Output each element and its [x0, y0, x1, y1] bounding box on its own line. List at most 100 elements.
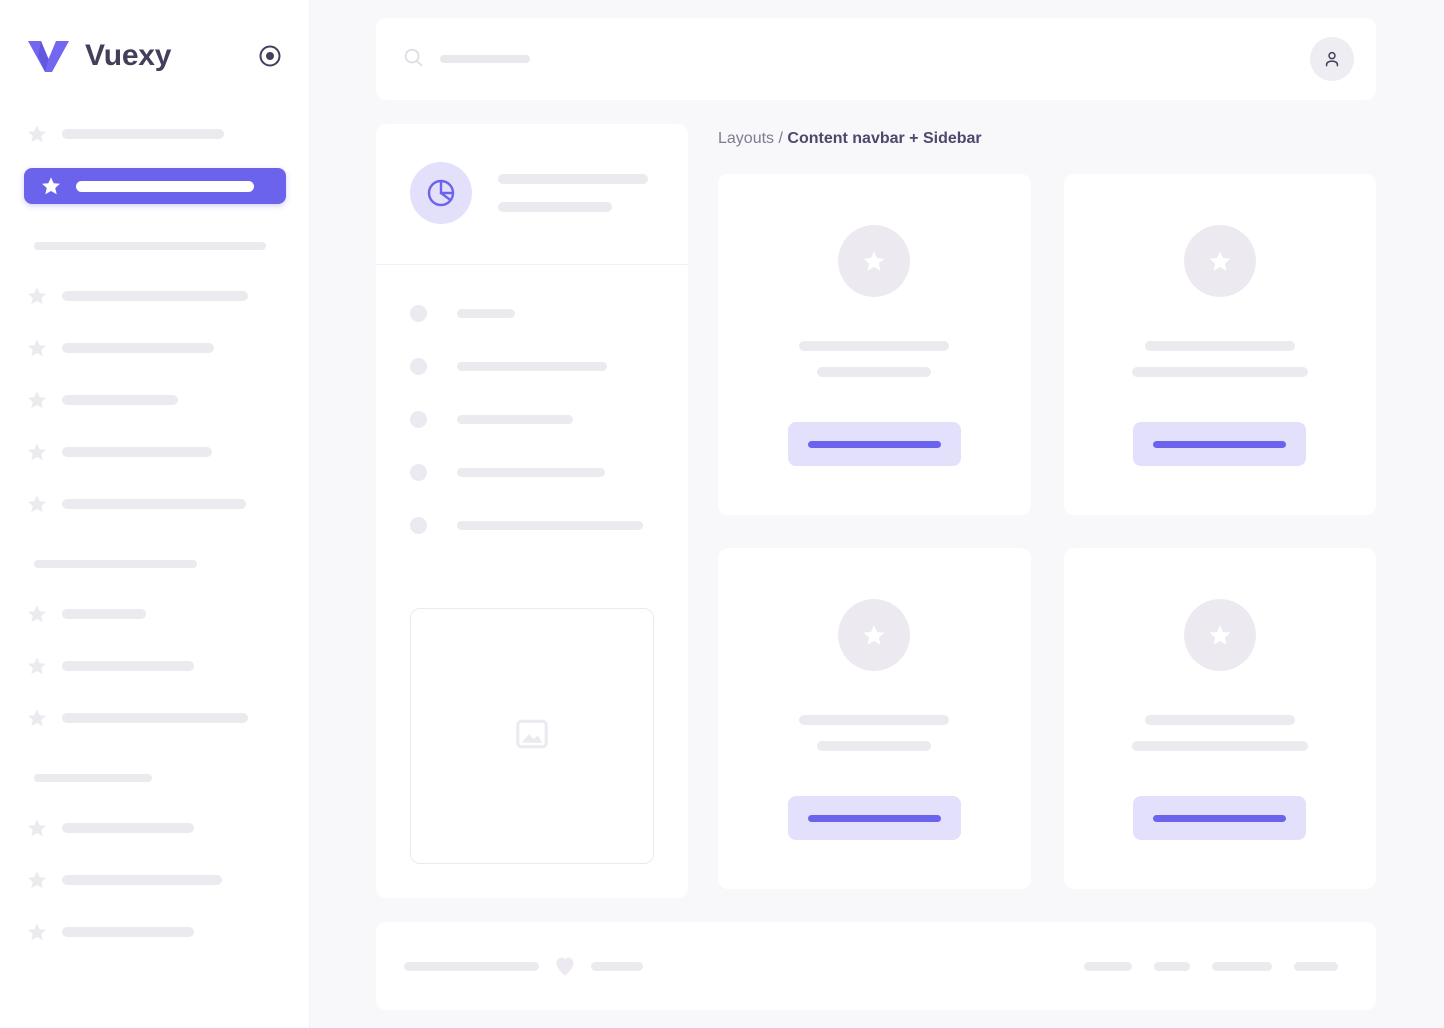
- sidebar-group-3: [24, 560, 285, 736]
- star-icon: [838, 225, 911, 297]
- sidebar-section-divider: [34, 774, 152, 782]
- sidebar-item-4[interactable]: [24, 330, 285, 366]
- footer-link-skeleton[interactable]: [1154, 961, 1190, 971]
- star-icon: [24, 603, 50, 625]
- title-skeleton: [498, 174, 648, 184]
- sidebar-item-label-skeleton: [62, 343, 214, 353]
- search-value-skeleton: [440, 55, 530, 63]
- radio-target-icon[interactable]: [257, 43, 283, 69]
- bullet-dot-icon: [410, 410, 427, 428]
- list-item[interactable]: [376, 409, 688, 429]
- card-button-label-skeleton: [807, 440, 941, 448]
- sidebar-item-label-skeleton: [62, 609, 146, 619]
- bullet-dot-icon: [410, 516, 427, 534]
- breadcrumb: Layouts / Content navbar + Sidebar: [718, 124, 1376, 174]
- list-item-label-skeleton: [457, 467, 605, 477]
- list-item-label-skeleton: [457, 520, 643, 530]
- list-item[interactable]: [376, 303, 688, 323]
- card-subtitle-skeleton: [1131, 741, 1308, 751]
- brand-name: Vuexy: [85, 39, 172, 72]
- image-placeholder-box[interactable]: [410, 608, 654, 864]
- vuexy-v-logo-icon: [26, 39, 71, 74]
- breadcrumb-separator: /: [774, 130, 788, 147]
- product-card[interactable]: [1063, 174, 1376, 515]
- star-icon: [1183, 225, 1256, 297]
- product-cards-grid: [718, 174, 1376, 889]
- sidebar-item-8[interactable]: [24, 596, 285, 632]
- sidebar-nav: [0, 116, 309, 950]
- card-title-skeleton: [1144, 341, 1295, 351]
- footer-link-skeleton[interactable]: [1294, 961, 1338, 971]
- sidebar-item-label-skeleton: [62, 129, 224, 139]
- sidebar-item-3[interactable]: [24, 278, 285, 314]
- divider: [376, 264, 688, 265]
- card-button-label-skeleton: [1153, 440, 1287, 448]
- left-card-list: [376, 265, 688, 598]
- list-item[interactable]: [376, 462, 688, 482]
- star-icon: [24, 655, 50, 677]
- list-item-label-skeleton: [457, 308, 515, 318]
- footer-bar: [376, 922, 1376, 1010]
- list-item[interactable]: [376, 515, 688, 535]
- search-input[interactable]: [402, 46, 1310, 73]
- subtitle-skeleton: [498, 202, 612, 212]
- main-content: Layouts / Content navbar + Sidebar: [310, 0, 1444, 1028]
- sidebar-item-2-active[interactable]: [24, 168, 286, 204]
- star-icon: [838, 599, 911, 671]
- card-title-skeleton: [1144, 715, 1295, 725]
- bullet-dot-icon: [410, 357, 427, 375]
- card-action-button[interactable]: [787, 422, 961, 466]
- list-item[interactable]: [376, 356, 688, 376]
- footer-link-skeleton[interactable]: [591, 961, 643, 971]
- breadcrumb-current: Content navbar + Sidebar: [787, 130, 982, 147]
- sidebar-item-label-skeleton: [62, 823, 194, 833]
- star-icon: [24, 337, 50, 359]
- sidebar-item-label-skeleton: [62, 499, 246, 509]
- card-subtitle-skeleton: [817, 741, 932, 751]
- sidebar-item-label-skeleton: [62, 291, 248, 301]
- card-subtitle-skeleton: [817, 367, 932, 377]
- user-avatar-icon[interactable]: [1310, 37, 1354, 81]
- sidebar-item-5[interactable]: [24, 382, 285, 418]
- left-card-header-text: [498, 174, 658, 212]
- footer-link-skeleton[interactable]: [1212, 961, 1272, 971]
- sidebar-item-label-skeleton: [62, 875, 222, 885]
- card-subtitle-skeleton: [1131, 367, 1308, 377]
- image-placeholder-icon: [513, 715, 551, 758]
- footer-link-skeleton[interactable]: [1084, 961, 1132, 971]
- bullet-dot-icon: [410, 304, 427, 322]
- top-navbar: [376, 18, 1376, 100]
- left-card-header: [376, 124, 688, 264]
- star-icon: [24, 285, 50, 307]
- sidebar-item-1[interactable]: [24, 116, 285, 152]
- sidebar-item-13[interactable]: [24, 914, 285, 950]
- breadcrumb-parent[interactable]: Layouts: [718, 130, 775, 147]
- star-icon: [24, 921, 50, 943]
- star-icon: [24, 493, 50, 515]
- sidebar-item-label-skeleton: [62, 713, 248, 723]
- card-action-button[interactable]: [1133, 422, 1307, 466]
- card-action-button[interactable]: [1133, 796, 1307, 840]
- brand-header: Vuexy: [0, 0, 309, 112]
- star-icon: [24, 123, 50, 145]
- product-card[interactable]: [718, 548, 1031, 889]
- sidebar-section-divider: [34, 560, 197, 568]
- card-action-button[interactable]: [787, 796, 961, 840]
- pie-chart-icon: [410, 162, 472, 224]
- sidebar-item-9[interactable]: [24, 648, 285, 684]
- sidebar-item-6[interactable]: [24, 434, 285, 470]
- card-title-skeleton: [799, 341, 950, 351]
- sidebar-item-11[interactable]: [24, 810, 285, 846]
- sidebar-item-label-skeleton: [62, 447, 212, 457]
- product-card[interactable]: [1063, 548, 1376, 889]
- sidebar-item-10[interactable]: [24, 700, 285, 736]
- heart-icon: [553, 954, 577, 978]
- sidebar: Vuexy: [0, 0, 310, 1028]
- sidebar-item-label-skeleton: [62, 395, 178, 405]
- star-icon: [24, 707, 50, 729]
- sidebar-item-label-skeleton: [62, 661, 194, 671]
- sidebar-item-7[interactable]: [24, 486, 285, 522]
- product-card[interactable]: [718, 174, 1031, 515]
- sidebar-item-12[interactable]: [24, 862, 285, 898]
